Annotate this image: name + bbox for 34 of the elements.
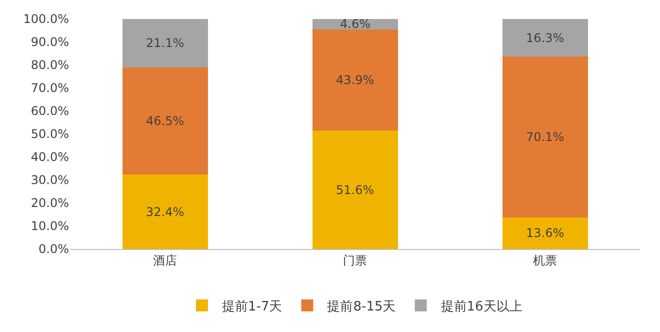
data-label: 16.3% <box>526 31 564 45</box>
y-tick-label: 10.0% <box>30 219 69 234</box>
legend-label: 提前16天以上 <box>440 299 522 314</box>
bar <box>122 68 208 174</box>
y-tick-label: 100.0% <box>23 12 69 26</box>
data-label: 4.6% <box>340 17 370 31</box>
data-label: 51.6% <box>336 183 374 197</box>
data-label: 70.1% <box>526 130 564 144</box>
data-label: 43.9% <box>336 73 374 87</box>
bar <box>312 130 398 249</box>
y-tick-label: 70.0% <box>30 81 69 96</box>
y-tick-label: 30.0% <box>30 173 69 188</box>
x-tick-label: 门票 <box>343 253 367 268</box>
y-tick-label: 20.0% <box>30 196 69 210</box>
x-tick-label: 酒店 <box>153 253 177 268</box>
data-label: 32.4% <box>146 205 184 219</box>
data-label: 13.6% <box>526 226 564 240</box>
data-label: 46.5% <box>146 114 184 128</box>
bar <box>312 29 398 130</box>
bar <box>502 19 588 56</box>
legend-label: 提前8-15天 <box>327 299 396 314</box>
y-tick-label: 0.0% <box>38 242 69 256</box>
x-tick-label: 机票 <box>533 253 557 268</box>
y-tick-label: 60.0% <box>30 104 69 118</box>
y-tick-label: 40.0% <box>30 150 69 164</box>
y-tick-label: 80.0% <box>30 58 69 72</box>
bar <box>122 19 208 68</box>
bar <box>502 56 588 218</box>
y-tick-label: 50.0% <box>30 127 69 142</box>
data-label: 21.1% <box>146 36 184 50</box>
legend-label: 提前1-7天 <box>222 299 282 314</box>
bar <box>122 174 208 249</box>
y-tick-label: 90.0% <box>30 35 69 50</box>
bar <box>502 218 588 249</box>
